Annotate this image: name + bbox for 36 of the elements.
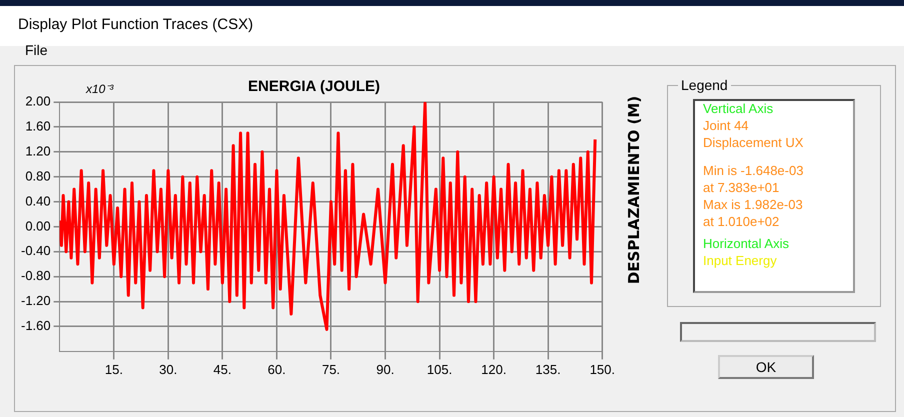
x-tick-label: 45.: [213, 362, 232, 377]
y-tick-label: -1.60: [20, 318, 51, 334]
x-tick-label: 105.: [426, 362, 452, 377]
text: File: [25, 42, 48, 58]
y-tick-label: 0.40: [25, 193, 51, 208]
y-tick-label: -0.40: [20, 243, 51, 258]
x-tick-label: 60.: [268, 362, 286, 377]
y-tick-label: 2.00: [25, 94, 51, 109]
text: Max is 1.982e-03: [703, 197, 803, 212]
text: Horizontal Axis: [703, 236, 789, 251]
x-tick-label: 15.: [104, 362, 123, 377]
x-tick-label: 30.: [159, 362, 178, 377]
x-tick-label: 120.: [481, 362, 506, 377]
y-tick-label: 0.80: [25, 168, 51, 184]
y-axis-title: DESPLAZAMIENTO (M): [625, 96, 643, 284]
text: Displacement UX: [703, 135, 804, 150]
x-tick-label: 135.: [535, 362, 561, 377]
y-tick-label: -1.20: [20, 293, 51, 308]
x-tick-label: 75.: [322, 362, 340, 377]
text: Min is -1.648e-03: [703, 163, 804, 178]
text: Legend: [678, 77, 731, 93]
text: at 7.383e+01: [703, 180, 780, 195]
y-tick-label: 0.00: [25, 218, 51, 234]
chart-title: ENERGIA (JOULE): [248, 78, 380, 96]
text: x10⁻³: [86, 81, 114, 97]
text: OK: [718, 355, 814, 379]
text: Joint 44: [703, 118, 749, 133]
y-tick-label: 1.60: [25, 118, 51, 134]
x-tick-label: 150.: [590, 362, 616, 377]
x-tick-label: 90.: [376, 362, 394, 377]
y-tick-label: 1.20: [25, 143, 51, 158]
text: Vertical Axis: [703, 101, 774, 116]
text: Input Energy: [703, 253, 777, 268]
y-tick-label: -0.80: [20, 268, 51, 284]
text: Display Plot Function Traces (CSX): [18, 16, 254, 33]
text: at 1.010e+02: [703, 214, 780, 229]
